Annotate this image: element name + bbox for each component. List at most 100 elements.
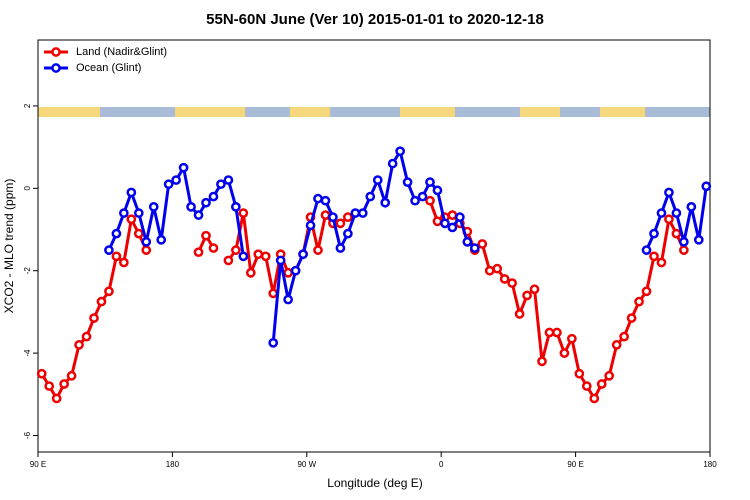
data-point (96, 296, 107, 307)
data-point (111, 228, 122, 239)
data-point (693, 234, 704, 245)
data-point (432, 216, 443, 227)
data-point (231, 202, 241, 212)
data-point (305, 220, 316, 231)
data-point (350, 208, 361, 218)
data-point (238, 208, 249, 218)
data-point (238, 251, 249, 262)
data-point (507, 278, 517, 288)
data-point (559, 348, 570, 358)
data-point (298, 249, 308, 260)
data-point (410, 195, 420, 206)
data-point (552, 327, 562, 338)
data-point (343, 228, 353, 239)
data-point (499, 274, 510, 284)
data-point (529, 284, 540, 295)
y-tick-label: -2 (23, 267, 32, 275)
data-point (36, 368, 47, 379)
data-point (679, 237, 689, 247)
data-point (156, 234, 167, 245)
land-ocean-strip (38, 107, 710, 117)
data-point (201, 230, 211, 241)
data-point (133, 228, 144, 239)
data-point (372, 175, 383, 185)
data-point (589, 393, 600, 404)
data-point (133, 208, 144, 218)
x-axis-label: Longitude (deg E) (327, 476, 422, 490)
data-point (119, 208, 129, 218)
data-point (66, 370, 77, 381)
data-point (335, 218, 346, 229)
x-tick-label: 90 W (297, 460, 316, 469)
y-axis-label: XCO2 - MLO trend (ppm) (2, 179, 16, 314)
data-point (469, 243, 480, 253)
y-tick-label: 0 (23, 186, 32, 191)
data-point (634, 296, 644, 307)
y-tick-label: 2 (23, 103, 32, 108)
data-point (671, 208, 682, 218)
data-point (104, 286, 114, 297)
data-point (402, 177, 413, 187)
chart-title: 55N-60N June (Ver 10) 2015-01-01 to 2020… (206, 11, 544, 28)
data-point (544, 327, 555, 338)
data-point (440, 218, 450, 229)
data-point (245, 267, 256, 278)
data-point (514, 309, 525, 319)
data-point (208, 243, 219, 253)
data-point (365, 191, 376, 202)
data-point (581, 381, 592, 391)
x-tick-label: 180 (166, 460, 180, 469)
data-point (328, 212, 338, 223)
data-point (425, 177, 435, 187)
data-point (335, 243, 346, 253)
data-point (611, 340, 622, 350)
data-point (679, 245, 689, 255)
legend-marker (51, 47, 61, 57)
data-point (656, 257, 667, 268)
data-point (604, 370, 615, 381)
data-point (387, 158, 398, 169)
x-tick-label: 90 E (567, 460, 583, 469)
data-point (537, 356, 547, 367)
plot-frame (37, 39, 711, 453)
y-tick-label: -4 (23, 349, 32, 357)
data-point (208, 191, 219, 202)
data-point (664, 187, 674, 198)
data-point (148, 202, 159, 212)
data-point (290, 265, 301, 276)
data-point (253, 249, 264, 260)
legend-label: Ocean (Glint) (76, 62, 141, 74)
data-point (126, 214, 137, 225)
legend-label: Land (Nadir&Glint) (76, 46, 167, 58)
data-point (626, 313, 637, 323)
data-point (641, 245, 652, 255)
x-tick-label: 180 (703, 460, 717, 469)
data-point (522, 290, 532, 301)
data-point (51, 393, 62, 404)
data-point (395, 146, 405, 157)
data-point (664, 214, 674, 225)
data-point (417, 191, 428, 202)
data-point (313, 245, 323, 255)
data-point (432, 185, 443, 196)
data-point (141, 245, 152, 255)
data-point (268, 288, 279, 299)
data-point (574, 368, 585, 379)
x-tick-label: 0 (439, 460, 444, 469)
data-point (649, 251, 659, 262)
data-point (275, 255, 286, 266)
data-point (380, 197, 391, 208)
data-point (74, 340, 84, 350)
data-point (343, 212, 353, 223)
data-point (619, 331, 629, 342)
data-point (492, 263, 503, 274)
data-point (223, 175, 234, 185)
data-point (671, 228, 682, 239)
data-point (567, 333, 577, 344)
data-point (447, 222, 458, 233)
data-point (425, 195, 435, 206)
data-point (313, 193, 323, 204)
data-point (201, 197, 211, 208)
y-tick-label: -6 (23, 431, 32, 439)
